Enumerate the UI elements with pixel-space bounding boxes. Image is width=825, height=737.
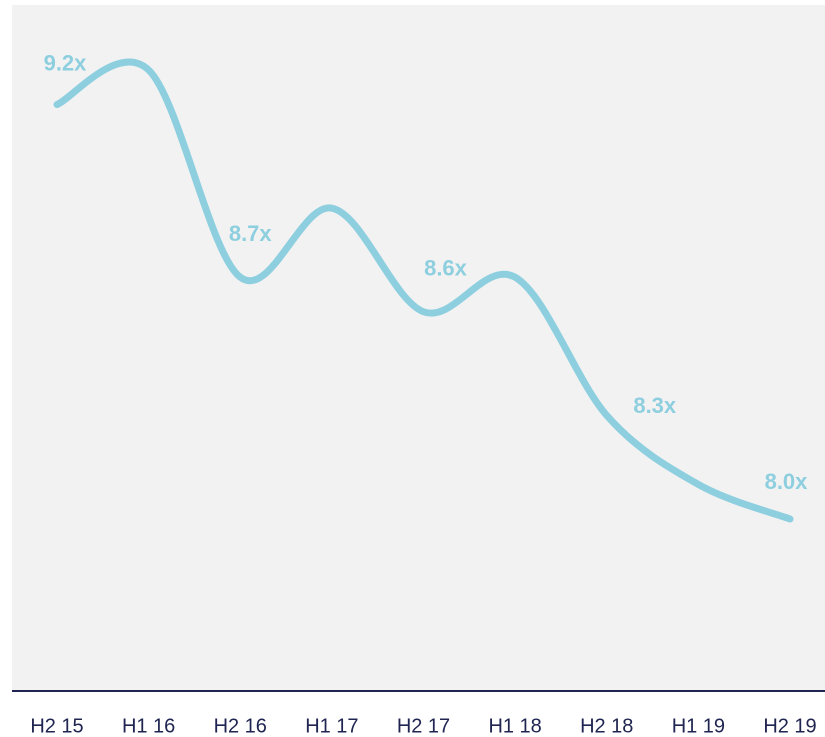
line [53,58,794,523]
data-label: 8.0x [765,469,809,494]
data-label: 8.7x [229,221,273,246]
data-label: 8.3x [633,393,677,418]
x-tick-label: H2 19 [763,715,816,737]
x-tick-label: H1 18 [488,715,541,737]
data-label: 8.6x [424,256,468,281]
x-tick-label: H2 18 [580,715,633,737]
data-label: 9.2x [44,50,88,75]
x-tick-label: H2 16 [214,715,267,737]
x-tick-label: H2 15 [30,715,83,737]
x-tick-label: H1 17 [305,715,358,737]
x-tick-label: H1 16 [122,715,175,737]
plot-background [12,5,825,691]
x-tick-label: H1 19 [672,715,725,737]
x-tick-label: H2 17 [397,715,450,737]
